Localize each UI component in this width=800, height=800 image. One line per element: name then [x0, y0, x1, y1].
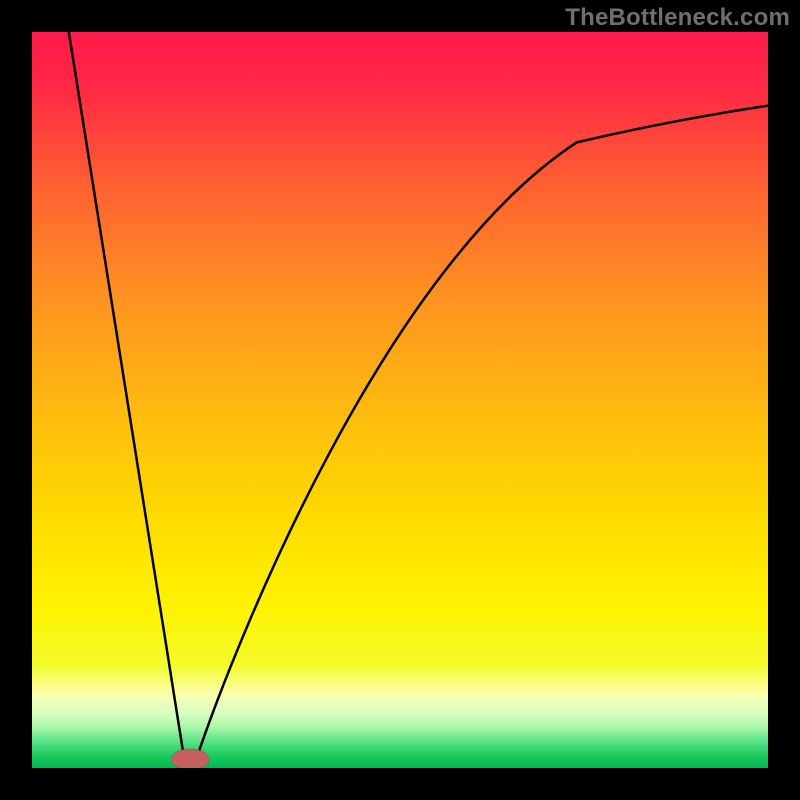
watermark-text: TheBottleneck.com [565, 4, 790, 32]
gradient-background [32, 32, 768, 768]
chart-frame: TheBottleneck.com [0, 0, 800, 800]
plot-area [32, 32, 768, 768]
chart-svg [32, 32, 768, 768]
curve-minimum-marker [171, 749, 209, 768]
